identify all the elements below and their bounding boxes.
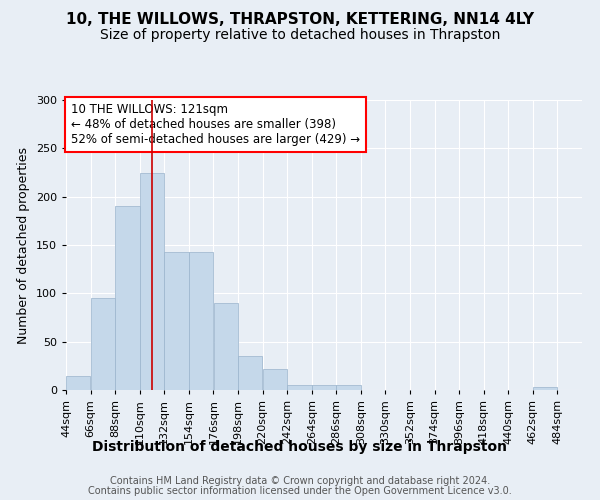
Text: 10 THE WILLOWS: 121sqm
← 48% of detached houses are smaller (398)
52% of semi-de: 10 THE WILLOWS: 121sqm ← 48% of detached…: [71, 103, 360, 146]
Text: Contains HM Land Registry data © Crown copyright and database right 2024.: Contains HM Land Registry data © Crown c…: [110, 476, 490, 486]
Bar: [115, 206, 140, 390]
Bar: [312, 385, 336, 390]
Bar: [189, 252, 213, 390]
Bar: [214, 303, 238, 390]
Bar: [140, 172, 164, 390]
Bar: [533, 387, 557, 390]
Bar: [263, 368, 287, 390]
Bar: [66, 376, 91, 390]
Text: Distribution of detached houses by size in Thrapston: Distribution of detached houses by size …: [92, 440, 508, 454]
Text: Size of property relative to detached houses in Thrapston: Size of property relative to detached ho…: [100, 28, 500, 42]
Y-axis label: Number of detached properties: Number of detached properties: [17, 146, 30, 344]
Text: Contains public sector information licensed under the Open Government Licence v3: Contains public sector information licen…: [88, 486, 512, 496]
Bar: [287, 385, 311, 390]
Bar: [91, 298, 115, 390]
Bar: [164, 252, 188, 390]
Bar: [238, 356, 262, 390]
Text: 10, THE WILLOWS, THRAPSTON, KETTERING, NN14 4LY: 10, THE WILLOWS, THRAPSTON, KETTERING, N…: [66, 12, 534, 28]
Bar: [337, 385, 361, 390]
